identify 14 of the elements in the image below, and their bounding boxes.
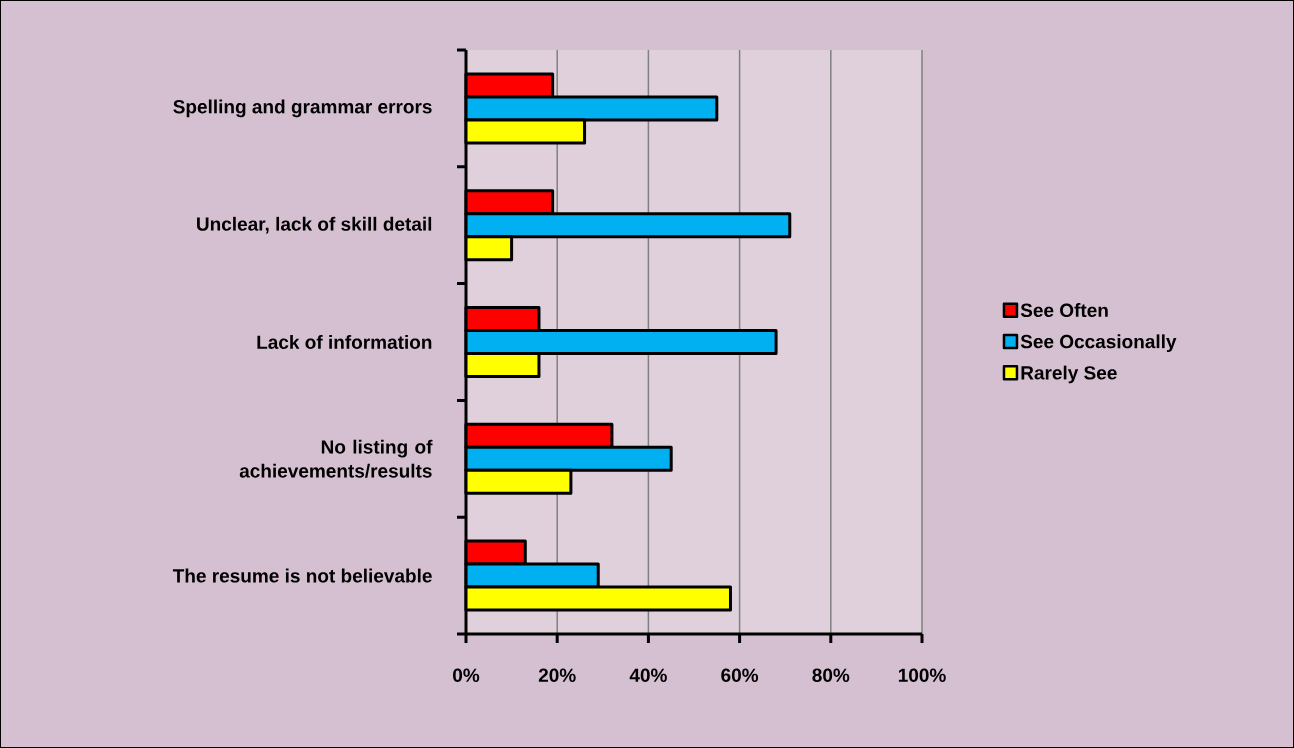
x-tick-label: 100% bbox=[898, 668, 946, 682]
x-tick-label: 40% bbox=[629, 668, 667, 682]
legend-label: Rarely See bbox=[1021, 365, 1117, 384]
y-tick-label: Lack of information bbox=[257, 335, 432, 349]
y-tick-label: Spelling and grammar errors bbox=[173, 99, 432, 118]
x-tick-label: 60% bbox=[721, 668, 759, 682]
y-tick-label: Unclear, lack of skill detail bbox=[197, 216, 432, 234]
x-tick-label: 20% bbox=[538, 668, 576, 682]
x-tick-label: 0% bbox=[453, 668, 480, 682]
y-tick-label: No listing of achievements/results bbox=[239, 439, 433, 478]
legend-label: See Often bbox=[1020, 303, 1108, 318]
x-tick-label: 80% bbox=[812, 668, 850, 682]
y-tick-label: The resume is not believable bbox=[172, 568, 432, 583]
legend-label: See Occasionally bbox=[1020, 334, 1177, 353]
